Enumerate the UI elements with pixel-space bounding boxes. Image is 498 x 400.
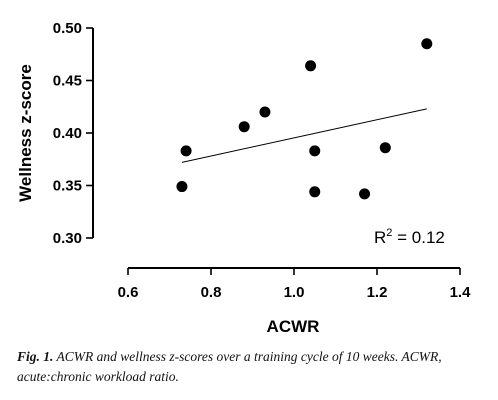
r-squared-superscript: 2 (386, 227, 392, 239)
x-tick-label: 0.8 (201, 284, 222, 301)
caption-text: ACWR and wellness z-scores over a traini… (17, 349, 442, 384)
data-point (305, 60, 317, 72)
y-tick-label: 0.35 (53, 178, 82, 195)
x-tick-label: 0.6 (118, 284, 139, 301)
data-point (359, 188, 371, 200)
y-tick-label: 0.30 (53, 230, 82, 247)
r-squared-prefix: R (374, 228, 386, 247)
y-axis: 0.30 0.35 0.40 0.45 0.50 (53, 20, 94, 247)
trendline (181, 108, 427, 163)
data-point (176, 181, 188, 193)
data-point (259, 106, 271, 118)
data-point (180, 145, 192, 157)
data-points (176, 38, 433, 200)
data-point (379, 142, 391, 154)
r-squared-annotation: R2 = 0.12 (374, 227, 445, 247)
data-point (309, 145, 321, 157)
data-point (238, 121, 250, 133)
x-axis-title: ACWR (267, 317, 320, 336)
y-tick-label: 0.40 (53, 125, 82, 142)
trendline-group (181, 108, 427, 163)
x-axis: 0.6 0.8 1.0 1.2 1.4 (118, 267, 472, 301)
y-tick-label: 0.50 (53, 20, 82, 37)
x-tick-label: 1.2 (367, 284, 388, 301)
scatter-chart: 0.30 0.35 0.40 0.45 0.50 0.6 0.8 1.0 1.2 1.4 Wel… (16, 20, 472, 336)
x-tick-label: 1.4 (450, 284, 472, 301)
y-tick-label: 0.45 (53, 73, 82, 90)
data-point (421, 38, 433, 50)
data-point (309, 186, 321, 198)
figure-caption: Fig. 1. ACWR and wellness z-scores over … (17, 347, 487, 387)
caption-label: Fig. 1. (17, 349, 54, 364)
r-squared-value: = 0.12 (392, 228, 444, 247)
x-tick-label: 1.0 (284, 284, 305, 301)
y-axis-title: Wellness z-score (16, 64, 35, 202)
